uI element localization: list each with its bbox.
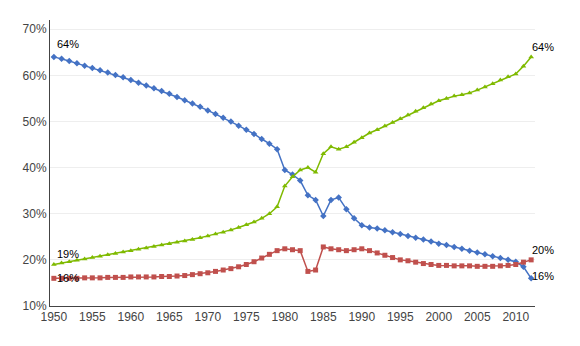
svg-text:2010: 2010 <box>502 310 529 324</box>
svg-text:30%: 30% <box>23 207 47 221</box>
svg-text:16%: 16% <box>57 272 79 284</box>
svg-text:10%: 10% <box>23 299 47 313</box>
svg-text:2000: 2000 <box>425 310 452 324</box>
svg-text:70%: 70% <box>23 22 47 36</box>
svg-text:40%: 40% <box>23 161 47 175</box>
svg-text:1980: 1980 <box>271 310 298 324</box>
svg-text:1975: 1975 <box>233 310 260 324</box>
svg-text:1990: 1990 <box>348 310 375 324</box>
svg-text:1970: 1970 <box>194 310 221 324</box>
svg-text:1955: 1955 <box>79 310 106 324</box>
svg-text:2005: 2005 <box>464 310 491 324</box>
svg-text:60%: 60% <box>23 69 47 83</box>
svg-text:1950: 1950 <box>40 310 67 324</box>
svg-text:64%: 64% <box>57 38 79 50</box>
svg-text:1960: 1960 <box>117 310 144 324</box>
svg-text:1985: 1985 <box>310 310 337 324</box>
svg-text:1965: 1965 <box>156 310 183 324</box>
svg-text:64%: 64% <box>532 41 554 53</box>
svg-text:1995: 1995 <box>387 310 414 324</box>
svg-text:20%: 20% <box>23 253 47 267</box>
svg-text:19%: 19% <box>57 248 79 260</box>
svg-text:50%: 50% <box>23 115 47 129</box>
svg-text:20%: 20% <box>532 244 554 256</box>
svg-text:16%: 16% <box>532 270 554 282</box>
